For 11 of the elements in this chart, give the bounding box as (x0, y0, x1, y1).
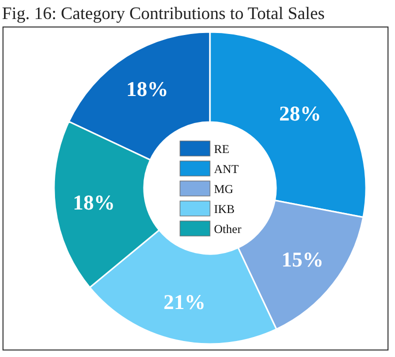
legend-label: Other (214, 222, 242, 236)
data-label: 21% (163, 290, 206, 314)
legend-label: RE (214, 142, 230, 156)
data-label: 15% (281, 248, 324, 272)
data-label: 28% (279, 101, 322, 126)
data-label: 18% (126, 77, 168, 102)
chart-title: Fig. 16: Category Contributions to Total Sales (2, 3, 325, 23)
legend-label: IKB (214, 202, 235, 216)
legend-label: MG (214, 182, 234, 196)
legend-label: ANT (214, 162, 240, 176)
data-label: 18% (72, 190, 115, 215)
